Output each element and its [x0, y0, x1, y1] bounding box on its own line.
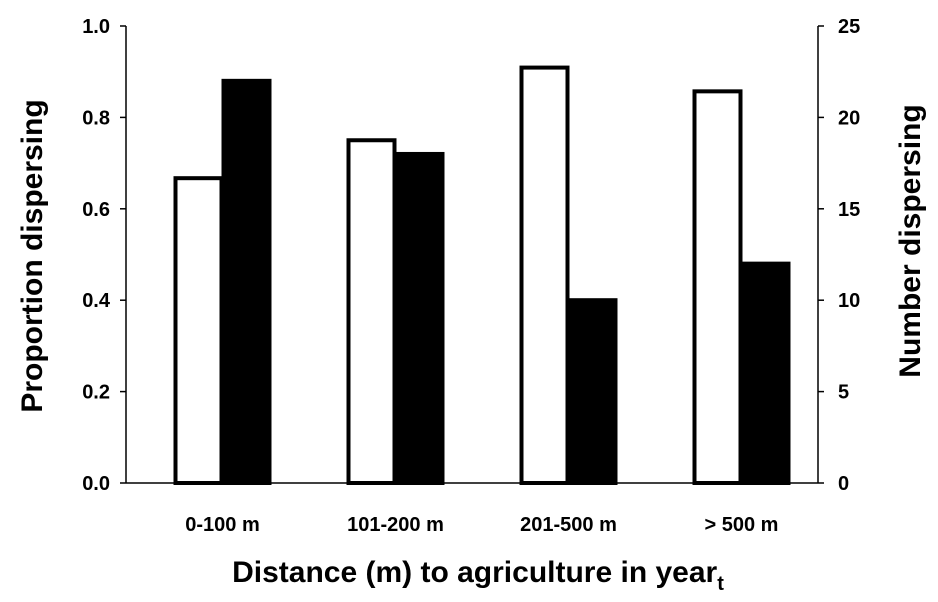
y2-axis-title: Number dispersing: [894, 104, 927, 377]
proportion-bar: [519, 65, 570, 485]
left-y-ticks: 0.0 0.2 0.4 0.6 0.8 1.0: [82, 16, 126, 495]
number-bar: [567, 298, 618, 486]
right-y-tick-label: 15: [838, 199, 860, 221]
x-tick-label: 0-100 m: [185, 514, 260, 536]
number-bar: [740, 261, 791, 486]
left-y-tick-label: 0.0: [82, 473, 110, 495]
proportion-bar: [173, 176, 224, 485]
left-y-tick-label: 0.2: [82, 382, 110, 404]
axes-group: [125, 26, 819, 484]
right-y-tick-label: 5: [838, 382, 849, 404]
x-axis-title-subscript: t: [717, 573, 724, 595]
number-bar: [394, 151, 445, 486]
bars-group: [173, 65, 791, 486]
left-y-tick-label: 1.0: [82, 16, 110, 38]
right-y-ticks: 0 5 10 15 20 25: [818, 16, 860, 495]
x-axis-title: Distance (m) to agriculture in yeart: [232, 556, 724, 595]
left-y-tick-label: 0.4: [82, 290, 111, 312]
x-tick-label: > 500 m: [705, 514, 779, 536]
right-y-tick-label: 0: [838, 473, 849, 495]
x-tick-labels: 0-100 m 101-200 m 201-500 m > 500 m: [185, 514, 778, 536]
y-axis-title: Proportion dispersing: [16, 99, 49, 412]
right-y-tick-label: 10: [838, 290, 860, 312]
x-tick-label: 201-500 m: [520, 514, 617, 536]
x-tick-label: 101-200 m: [347, 514, 444, 536]
proportion-bar: [692, 89, 743, 485]
number-bar: [221, 78, 272, 485]
left-y-tick-label: 0.8: [82, 107, 110, 129]
right-y-tick-label: 25: [838, 16, 860, 38]
proportion-bar: [346, 138, 397, 485]
x-axis-title-main: Distance (m) to agriculture in year: [232, 556, 717, 589]
left-y-tick-label: 0.6: [82, 199, 110, 221]
right-y-tick-label: 20: [838, 107, 860, 129]
